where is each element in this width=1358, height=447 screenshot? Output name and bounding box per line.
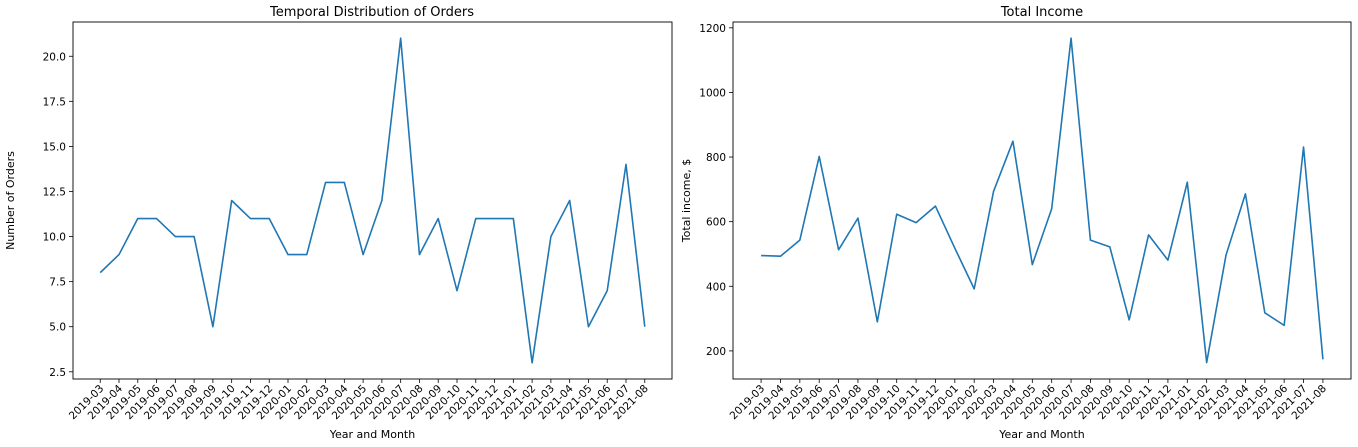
data-point	[474, 217, 478, 221]
data-point	[192, 235, 196, 239]
orders-chart: Temporal Distribution of Orders 2.5 5.0 7.5…	[4, 5, 673, 441]
y-tick-label: 2.5	[49, 367, 66, 379]
data-point	[759, 254, 763, 258]
data-point	[933, 204, 937, 208]
y-tick-label: 15.0	[43, 141, 66, 153]
income-chart: Total Income200400600800100012002019-032…	[680, 5, 1352, 441]
data-point	[1069, 36, 1073, 40]
data-point	[417, 253, 421, 257]
data-point	[817, 154, 821, 158]
data-point	[549, 235, 553, 239]
data-point	[1185, 180, 1189, 184]
y-tick-label: 7.5	[49, 277, 66, 289]
data-point	[1282, 323, 1286, 327]
data-point	[972, 287, 976, 291]
data-point	[643, 325, 647, 329]
data-point	[1030, 263, 1034, 267]
series-line	[99, 37, 646, 364]
data-point	[98, 271, 102, 275]
plot-frame	[72, 21, 673, 380]
plot-frame	[732, 21, 1352, 380]
data-point	[380, 199, 384, 203]
y-tick-label: 400	[706, 281, 726, 293]
y-tick-label: 5.0	[49, 322, 66, 334]
y-axis-label: Total income, $	[680, 159, 693, 243]
data-point	[248, 217, 252, 221]
data-point	[778, 254, 782, 258]
x-axis-label: Year and Month	[998, 428, 1084, 441]
data-point	[530, 361, 534, 365]
data-point	[953, 246, 957, 250]
data-point	[136, 217, 140, 221]
data-point	[624, 162, 628, 166]
data-point	[399, 36, 403, 40]
y-tick-label: 10.0	[43, 232, 66, 244]
data-point	[914, 221, 918, 225]
series-line	[761, 37, 1324, 364]
data-point	[1205, 361, 1209, 365]
data-point	[856, 216, 860, 220]
data-point	[342, 180, 346, 184]
data-point	[1127, 318, 1131, 322]
data-point	[173, 235, 177, 239]
y-tick-label: 20.0	[43, 51, 66, 63]
data-point	[1243, 192, 1247, 196]
data-point	[992, 189, 996, 193]
data-point	[230, 199, 234, 203]
data-point	[1147, 233, 1151, 237]
data-point	[1011, 139, 1015, 143]
y-axis-label: Number of Orders	[4, 151, 17, 250]
y-tick-label: 1000	[699, 87, 726, 99]
y-tick-label: 200	[706, 346, 726, 358]
data-point	[1166, 258, 1170, 262]
data-point	[568, 199, 572, 203]
data-point	[267, 217, 271, 221]
data-point	[305, 253, 309, 257]
data-point	[455, 289, 459, 293]
chart-title: Temporal Distribution of Orders	[269, 5, 474, 20]
data-point	[1302, 145, 1306, 149]
data-point	[1050, 207, 1054, 211]
y-tick-label: 12.5	[43, 186, 66, 198]
data-point	[117, 253, 121, 257]
data-point	[586, 325, 590, 329]
data-point	[1263, 311, 1267, 315]
data-point	[1108, 245, 1112, 249]
data-point	[1224, 253, 1228, 257]
y-tick-label: 1200	[699, 23, 726, 35]
y-tick-label: 17.5	[43, 96, 66, 108]
data-point	[511, 217, 515, 221]
x-axis-label: Year and Month	[329, 428, 415, 441]
data-point	[605, 289, 609, 293]
data-point	[211, 325, 215, 329]
data-point	[798, 238, 802, 242]
data-point	[895, 212, 899, 216]
data-point	[875, 320, 879, 324]
data-point	[436, 217, 440, 221]
data-point	[1321, 357, 1325, 361]
y-tick-label: 800	[706, 152, 726, 164]
y-tick-label: 600	[706, 217, 726, 229]
chart-title: Total Income	[1000, 5, 1083, 20]
data-point	[155, 217, 159, 221]
data-point	[286, 253, 290, 257]
data-point	[1088, 238, 1092, 242]
data-point	[837, 248, 841, 252]
data-point	[493, 217, 497, 221]
data-point	[324, 180, 328, 184]
data-point	[361, 253, 365, 257]
